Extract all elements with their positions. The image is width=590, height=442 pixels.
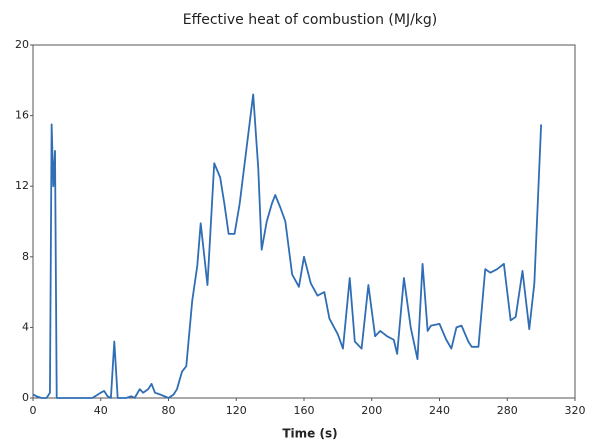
x-tick-label: 160: [294, 404, 315, 417]
y-tick-label: 0: [22, 391, 29, 404]
x-tick-label: 120: [226, 404, 247, 417]
chart-title: Effective heat of combustion (MJ/kg): [183, 12, 438, 28]
x-tick-label: 240: [429, 404, 450, 417]
x-tick-label: 80: [162, 404, 176, 417]
y-tick-label: 16: [15, 109, 29, 122]
y-tick-label: 8: [22, 250, 29, 263]
x-tick-label: 320: [565, 404, 586, 417]
x-tick-label: 200: [361, 404, 382, 417]
x-tick-label: 0: [30, 404, 37, 417]
x-axis-label: Time (s): [282, 427, 337, 441]
x-tick-label: 280: [497, 404, 518, 417]
y-tick-label: 12: [15, 179, 29, 192]
data-line: [32, 93, 543, 399]
y-tick-label: 4: [22, 320, 29, 333]
y-tick-label: 20: [15, 38, 29, 51]
x-tick-label: 40: [94, 404, 108, 417]
